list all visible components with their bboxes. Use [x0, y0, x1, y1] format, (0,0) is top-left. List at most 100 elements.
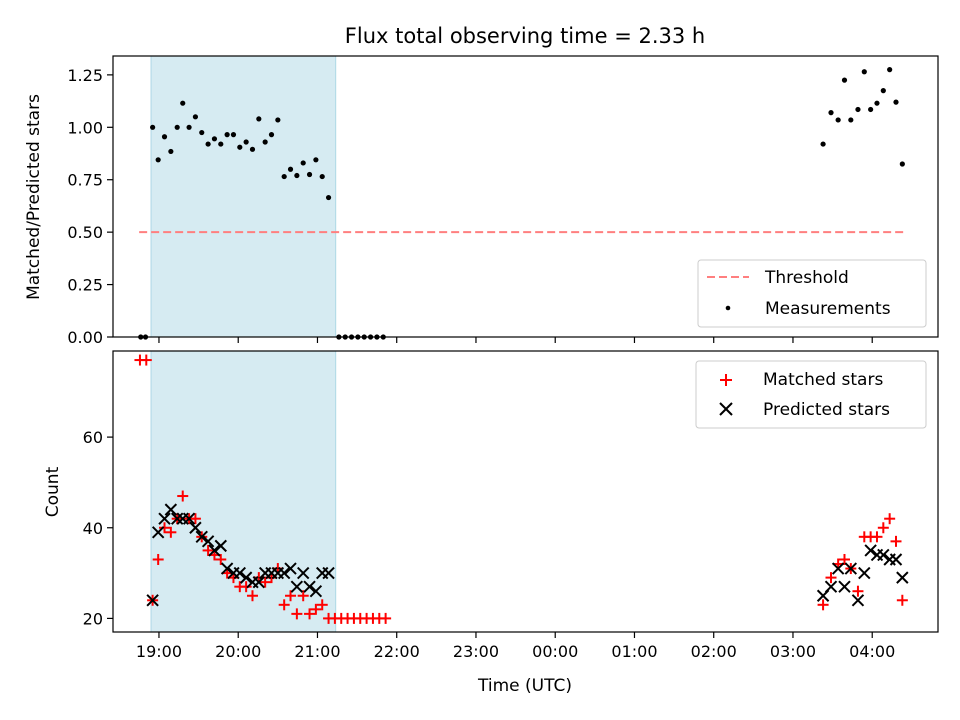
matched-star-point [177, 490, 189, 502]
bottom-plot-area [134, 350, 909, 633]
measurement-point [861, 69, 867, 75]
bottom-legend: Matched stars Predicted stars [695, 360, 927, 429]
measurement-point [300, 160, 306, 166]
matched-star-point [838, 553, 850, 565]
measurement-point [855, 106, 861, 113]
predicted-star-point [182, 512, 196, 525]
predicted-star-point [322, 566, 335, 580]
matched-star-point [278, 599, 290, 611]
measurement-point [243, 139, 249, 145]
matched-star-point [165, 526, 177, 538]
measurement-point [880, 88, 886, 94]
x-tick-label: 01:00 [611, 642, 657, 661]
matched-star-point [215, 553, 227, 565]
measurement-point [256, 116, 262, 122]
measurement-point [828, 110, 834, 116]
bottom-y-axis-label: Count [43, 466, 63, 517]
predicted-star-point [252, 575, 266, 589]
measurement-point [313, 157, 319, 163]
threshold-legend-label: Threshold [764, 268, 849, 288]
x-tick-label: 00:00 [532, 642, 578, 661]
predicted-star-point [170, 512, 184, 525]
bottom-axes-frame [112, 350, 939, 633]
top-x-ticks [158, 337, 873, 343]
x-axis-label: Time (UTC) [477, 676, 572, 696]
y-tick-label: 0.25 [67, 276, 103, 295]
predicted-star-point [189, 521, 202, 534]
matched-star-point [259, 576, 271, 588]
matched-legend-label: Matched stars [763, 370, 883, 390]
y-tick-label: 0.75 [67, 171, 103, 190]
y-tick-label: 20 [83, 609, 103, 628]
x-tick-label: 19:00 [136, 642, 182, 661]
matched-star-point [152, 553, 164, 565]
measurement-point [899, 161, 905, 167]
measurement-point [218, 141, 224, 147]
matched-star-point [825, 572, 837, 584]
matched-star-point [140, 354, 152, 366]
predicted-star-point [290, 580, 304, 593]
matched-star-point [304, 608, 316, 620]
matched-star-point [884, 513, 896, 525]
predicted-star-point [838, 580, 851, 593]
measurement-point [319, 173, 325, 180]
predicted-star-point [309, 585, 323, 598]
top-plot-area [138, 55, 905, 340]
measurement-point [174, 124, 180, 130]
shaded-span [150, 55, 337, 338]
top-legend-box [697, 259, 927, 328]
predicted-star-point [201, 535, 215, 548]
measurement-point [224, 132, 230, 138]
measurements-legend-label: Measurements [765, 299, 891, 319]
matched-star-point [871, 531, 883, 543]
x-tick-label: 23:00 [453, 642, 499, 661]
matched-star-point [877, 522, 889, 534]
measurement-point [887, 67, 893, 73]
predicted-star-point [195, 530, 208, 544]
measurement-point [192, 114, 199, 120]
measurement-point [155, 157, 161, 163]
predicted-star-point [831, 562, 845, 575]
measurement-point [150, 124, 156, 130]
x-tick-label: 02:00 [691, 642, 737, 661]
measurement-point [237, 144, 243, 150]
predicted-star-point [214, 539, 227, 553]
predicted-star-point [303, 580, 316, 593]
matched-star-point [380, 612, 392, 624]
measurement-point [306, 171, 313, 178]
x-tick-label: 04:00 [849, 642, 895, 661]
predicted-legend-marker [719, 402, 733, 416]
predicted-star-point [296, 566, 310, 580]
matched-star-point [202, 544, 214, 556]
x-tick-label: 22:00 [374, 642, 420, 661]
measurement-point [841, 77, 848, 83]
shaded-span [150, 350, 337, 633]
measurement-point [325, 194, 332, 201]
measurement-point [161, 134, 168, 140]
measurement-point [848, 117, 854, 123]
predicted-star-point [858, 566, 871, 580]
measurement-point [186, 124, 192, 130]
predicted-star-point [151, 526, 165, 539]
measurement-point [168, 148, 174, 155]
matched-star-point [246, 590, 258, 602]
predicted-star-point [208, 544, 221, 557]
bottom-panel: 20 40 60 19:00 20:00 21:00 22:00 23:00 00:00 01:… [43, 350, 939, 696]
matched-star-point [159, 522, 171, 534]
y-tick-label: 0.50 [67, 223, 103, 242]
matched-star-point [316, 599, 328, 611]
measurement-point [893, 99, 899, 105]
top-axes-frame [112, 55, 939, 338]
matched-star-point [310, 603, 322, 615]
predicted-star-point [239, 571, 253, 584]
top-panel: 0.00 0.25 0.50 0.75 1.00 1.25 Matched/Predict… [24, 55, 939, 347]
matched-star-point [291, 608, 303, 620]
measurement-point [835, 117, 841, 123]
measurement-point [820, 141, 826, 147]
predicted-star-point [158, 512, 171, 525]
measurement-point [868, 106, 874, 113]
measurement-point [294, 172, 300, 179]
measurements-legend-marker [725, 305, 731, 311]
y-tick-label: 1.25 [67, 66, 103, 85]
